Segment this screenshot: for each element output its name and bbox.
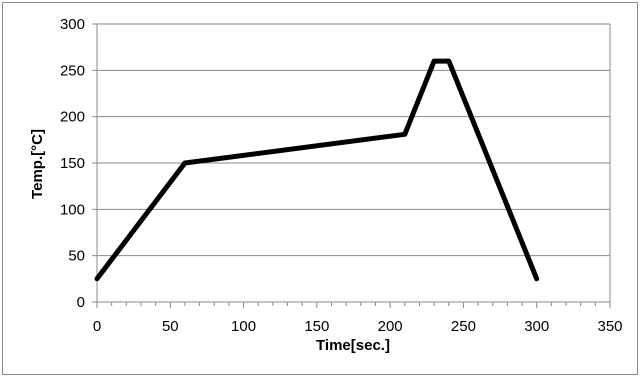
- y-tick-label-50: 50: [68, 248, 85, 265]
- tick-labels: 0 50 100 150 200 250 300 0 50 100 150 200 250 300 350: [60, 16, 623, 335]
- data-point-0-3: [432, 59, 437, 64]
- x-axis-title: Time[sec.]: [316, 337, 390, 354]
- x-tick-label-200: 200: [378, 318, 403, 335]
- tick-marks: [92, 23, 611, 308]
- data-point-0-1: [182, 161, 187, 165]
- y-tick-label-300: 300: [60, 16, 85, 33]
- data-point-0-0: [95, 276, 99, 281]
- x-tick-label-250: 250: [451, 318, 476, 335]
- data-series: [94, 58, 540, 282]
- y-tick-label-200: 200: [60, 109, 85, 126]
- y-tick-label-100: 100: [60, 201, 85, 218]
- grid-lines: [97, 23, 611, 302]
- y-tick-label-250: 250: [60, 62, 85, 79]
- y-axis-title: Temp.[°C]: [29, 129, 46, 199]
- chart-frame: [2, 2, 638, 375]
- data-point-0-4: [446, 59, 451, 64]
- x-tick-label-150: 150: [304, 318, 329, 335]
- x-tick-label-0: 0: [93, 318, 101, 335]
- x-tick-label-300: 300: [524, 318, 549, 335]
- data-point-0-2: [402, 132, 407, 137]
- data-point-0-5: [534, 276, 539, 281]
- x-tick-label-100: 100: [231, 318, 256, 335]
- series-line-0: [94, 58, 540, 282]
- y-tick-label-150: 150: [60, 155, 85, 172]
- x-tick-label-50: 50: [162, 318, 179, 335]
- x-tick-label-350: 350: [597, 318, 622, 335]
- y-tick-label-0: 0: [77, 294, 85, 311]
